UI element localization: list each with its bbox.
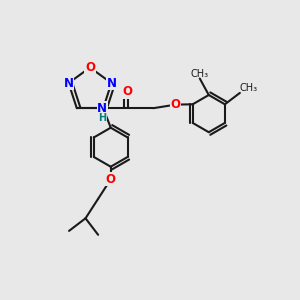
Text: O: O	[85, 61, 95, 74]
Text: CH₃: CH₃	[191, 68, 209, 79]
Text: N: N	[64, 76, 74, 89]
Text: N: N	[106, 76, 116, 89]
Text: H: H	[98, 113, 106, 123]
Text: N: N	[97, 102, 107, 115]
Text: O: O	[171, 98, 181, 111]
Text: CH₃: CH₃	[240, 83, 258, 93]
Text: O: O	[106, 173, 116, 186]
Text: O: O	[123, 85, 133, 98]
